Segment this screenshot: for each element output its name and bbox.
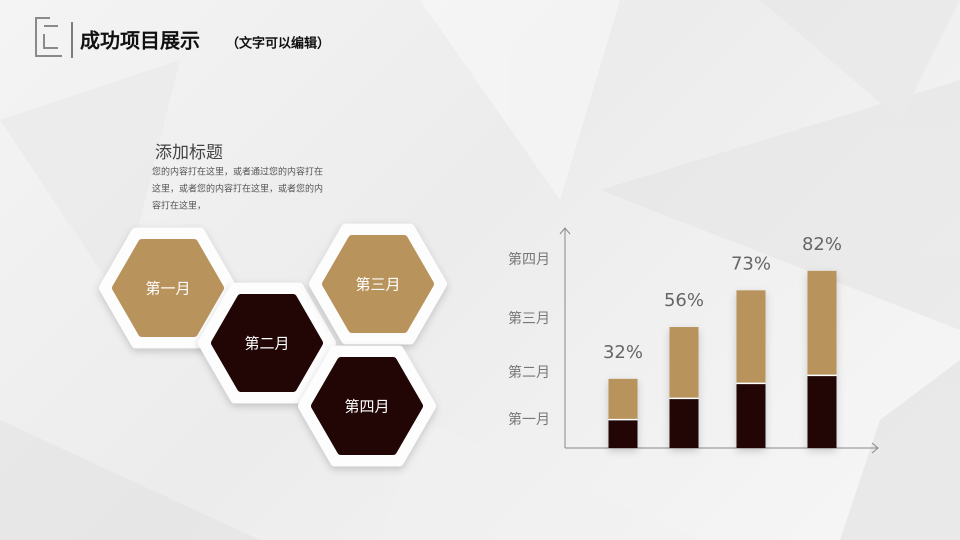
block-heading: 添加标题 bbox=[155, 143, 223, 163]
hexagon bbox=[322, 235, 434, 333]
hexagon-label: 第二月 bbox=[244, 335, 289, 353]
bar-base bbox=[736, 383, 766, 448]
y-axis-label: 第二月 bbox=[508, 364, 550, 381]
value-label: 73% bbox=[731, 253, 771, 274]
chart: 第一月 第二月 第三月 第四月 32% 56% 73% 82% bbox=[508, 227, 879, 454]
x-axis bbox=[871, 442, 879, 454]
header-icon bbox=[35, 17, 62, 57]
bar-base bbox=[669, 398, 699, 448]
value-label: 82% bbox=[802, 234, 842, 255]
body-line: 容打在这里， bbox=[152, 200, 206, 212]
hexagon-label: 第四月 bbox=[344, 398, 389, 416]
value-label: 56% bbox=[664, 290, 704, 311]
hexagon-label: 第三月 bbox=[355, 276, 400, 294]
value-label: 32% bbox=[603, 342, 643, 363]
title: 成功项目展示 bbox=[80, 29, 200, 53]
body-line: 您的内容打在这里，或者通过您的内容打在 bbox=[152, 166, 323, 178]
body-line: 这里，或者您的内容打在这里，或者您的内 bbox=[152, 183, 323, 195]
bar-base bbox=[608, 419, 638, 448]
y-axis-label: 第四月 bbox=[508, 251, 550, 268]
subtitle: （文字可以编辑） bbox=[226, 36, 330, 52]
hexagon bbox=[311, 357, 423, 455]
hexagon bbox=[211, 294, 323, 392]
y-axis-label: 第一月 bbox=[508, 411, 550, 428]
hexagon bbox=[112, 239, 224, 337]
bar-base bbox=[807, 375, 837, 448]
y-axis-label: 第三月 bbox=[508, 310, 550, 327]
hexagon-label: 第一月 bbox=[145, 280, 190, 298]
